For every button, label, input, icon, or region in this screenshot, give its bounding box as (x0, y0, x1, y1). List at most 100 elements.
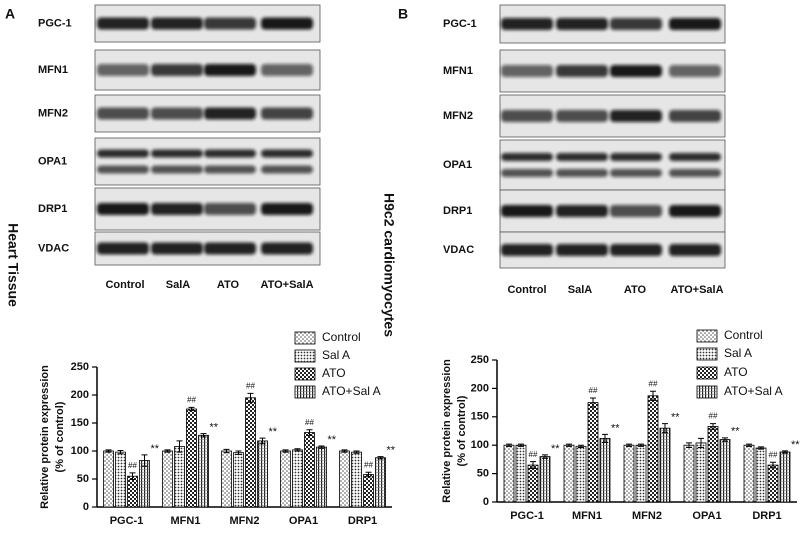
bar (743, 444, 755, 503)
x-tick-label: DRP1 (752, 510, 781, 522)
error-bar (117, 449, 124, 455)
bar (363, 474, 374, 508)
blot-row-label: DRP1 (443, 205, 472, 217)
bar (683, 444, 695, 503)
legend-label: ATO+Sal A (724, 384, 783, 398)
blot-band (261, 107, 313, 120)
blot-band (556, 65, 608, 77)
bar (115, 451, 126, 508)
blot-band (610, 65, 662, 77)
significance-label: ## (709, 412, 718, 421)
blot-band (669, 205, 721, 217)
error-bar (259, 437, 266, 445)
bar (257, 440, 268, 508)
bar (515, 444, 527, 503)
lane-label: SalA (568, 284, 593, 296)
blot-band (501, 18, 553, 30)
blot-band (261, 242, 313, 255)
blot-band (501, 110, 553, 122)
y-axis-label: Relative protein expression (39, 365, 51, 509)
bar (351, 451, 362, 508)
error-bar (223, 448, 230, 454)
legend-swatch (294, 367, 316, 381)
blot-band (501, 153, 553, 161)
x-tick-label: OPA1 (692, 510, 721, 522)
blot-band (556, 169, 608, 177)
error-bar (650, 390, 656, 401)
bar (755, 447, 767, 503)
blot-row-label: OPA1 (38, 155, 67, 167)
blot-band (556, 205, 608, 217)
bar (280, 450, 291, 508)
bar (245, 397, 256, 508)
blot-band (151, 64, 203, 76)
x-tick-label: DRP1 (348, 515, 377, 527)
significance-label: ## (128, 461, 137, 470)
blot-band (610, 18, 662, 30)
error-bar (542, 454, 548, 459)
blot-band (97, 17, 149, 30)
error-bar (306, 429, 313, 436)
error-bar (662, 423, 668, 434)
y-tick-label: 0 (483, 496, 489, 508)
bar (292, 449, 303, 508)
significance-label: ** (328, 434, 337, 446)
x-tick-label: MFN1 (171, 515, 201, 527)
side-label: Heart Tissue (5, 223, 21, 307)
blot-band (669, 110, 721, 122)
y-tick-label: 250 (71, 361, 89, 373)
error-bar (698, 437, 704, 448)
error-bar (341, 449, 348, 453)
lane-label: ATO (217, 279, 240, 291)
legend-label: ATO (322, 366, 346, 380)
significance-label: ** (611, 422, 620, 434)
legend-label: ATO+Sal A (322, 384, 381, 398)
y-tick-label: 50 (477, 468, 489, 480)
blot-band (669, 153, 721, 161)
blot-row-label: PGC-1 (38, 17, 72, 29)
error-bar (758, 446, 764, 450)
error-bar (188, 406, 195, 412)
legend-swatch (696, 329, 718, 343)
lane-label: ATO+SalA (260, 279, 313, 291)
significance-label: ** (551, 443, 560, 455)
y-axis-label: (% of control) (456, 395, 468, 466)
blot-band (556, 153, 608, 161)
lane-label: ATO+SalA (670, 284, 723, 296)
blot-band (204, 64, 256, 76)
blot-row-label: MFN2 (443, 110, 473, 122)
error-bar (506, 443, 512, 447)
legend-swatch (294, 385, 316, 399)
significance-label: ## (187, 395, 196, 404)
error-bar (353, 450, 360, 454)
blot-band (97, 149, 149, 158)
blot-band (151, 17, 203, 30)
error-bar (722, 437, 728, 442)
x-tick-label: MFN2 (632, 510, 662, 522)
significance-label: ## (246, 381, 255, 390)
y-tick-label: 250 (471, 354, 489, 366)
side-label: H9c2 cardiomyocytes (381, 193, 397, 337)
bar (575, 445, 587, 503)
error-bar (105, 449, 112, 453)
bar (139, 460, 150, 508)
bar (221, 450, 232, 508)
legend-label: Control (724, 328, 763, 342)
y-tick-label: 150 (471, 411, 489, 423)
blot-band (610, 169, 662, 177)
bar (233, 452, 244, 508)
lane-label: Control (105, 279, 144, 291)
bar (695, 442, 707, 503)
legend-label: Control (322, 330, 361, 344)
y-tick-label: 100 (471, 439, 489, 451)
bar (587, 402, 599, 503)
blot-band (204, 107, 256, 120)
error-bar (141, 454, 148, 467)
bar (779, 451, 791, 503)
significance-label: ** (387, 445, 396, 457)
bar (635, 444, 647, 503)
blot-band (669, 169, 721, 177)
bar (186, 408, 197, 508)
bar (304, 432, 315, 508)
y-axis-label: Relative protein expression (441, 359, 453, 503)
